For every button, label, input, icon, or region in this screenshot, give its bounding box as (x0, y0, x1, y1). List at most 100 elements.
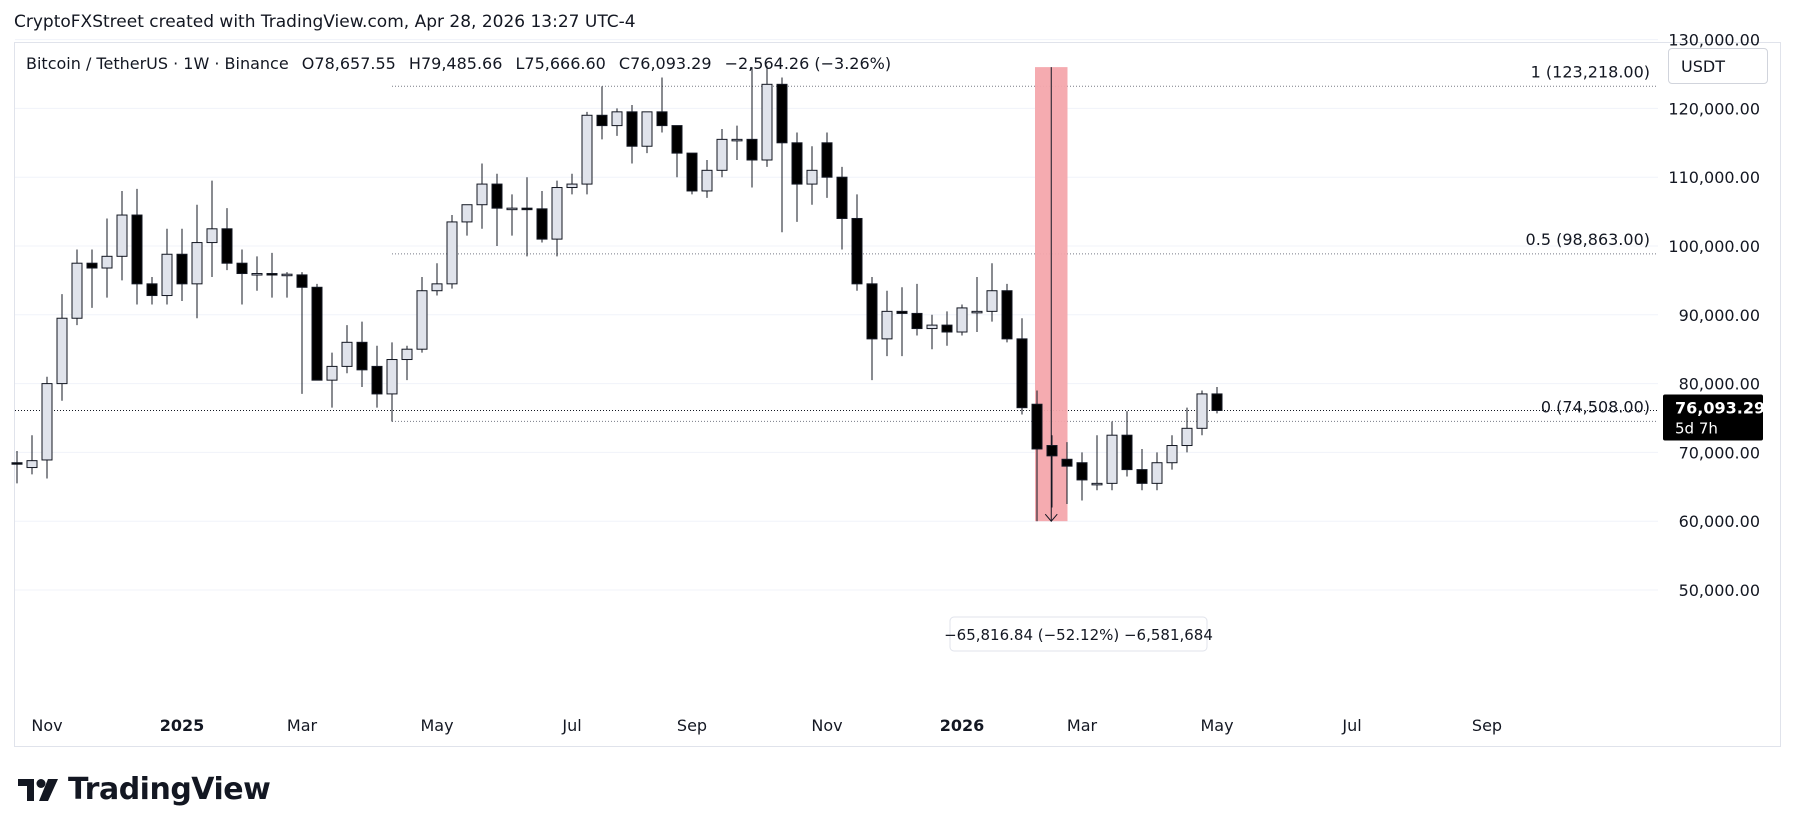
candle-body (296, 274, 308, 288)
candle-body (926, 324, 938, 330)
candle-body (566, 183, 578, 189)
candle-body (86, 262, 98, 269)
candle-body (686, 152, 698, 192)
candle-body (386, 359, 398, 395)
candle-body (716, 138, 728, 171)
candle-body (1046, 445, 1058, 457)
candle-body (836, 176, 848, 219)
currency-selector[interactable]: USDT (1668, 48, 1768, 84)
candle-body (1031, 403, 1043, 450)
candle-body (1151, 462, 1163, 484)
candle-body (116, 214, 128, 257)
y-axis-tick-label: 80,000.00 (1679, 375, 1760, 394)
candle-body (746, 138, 758, 161)
tradingview-logo-icon (18, 778, 58, 801)
candle-body (221, 228, 233, 264)
candle-body (596, 114, 608, 127)
candle-body (26, 460, 38, 469)
ohlc-legend: Bitcoin / TetherUS · 1W · Binance O78,65… (26, 54, 899, 73)
candle-body (401, 348, 413, 361)
candle-body (311, 286, 323, 381)
candle-body (281, 273, 293, 277)
y-axis-tick-label: 100,000.00 (1668, 237, 1760, 256)
candle-body (776, 83, 788, 144)
y-axis-tick-label: 90,000.00 (1679, 306, 1760, 325)
y-axis-tick-label: 70,000.00 (1679, 443, 1760, 462)
x-axis-tick-label: May (420, 716, 453, 735)
candle-body (341, 341, 353, 367)
y-axis-tick-label: 60,000.00 (1679, 512, 1760, 531)
price-tag (1663, 394, 1763, 441)
x-axis-tick-label: Jul (561, 716, 581, 735)
x-axis-tick-label: Sep (1472, 716, 1502, 735)
candle-body (41, 383, 53, 461)
legend-high: H79,485.66 (408, 54, 503, 73)
candle-body (971, 310, 983, 314)
candle-body (656, 111, 668, 127)
candle-body (851, 217, 863, 285)
candle-body (236, 262, 248, 275)
candle-body (431, 283, 443, 292)
tradingview-logo[interactable]: TradingView (18, 772, 271, 807)
measure-label: −65,816.84 (−52.12%) −6,581,684 (944, 626, 1213, 644)
candle-body (941, 324, 953, 333)
candle-body (806, 169, 818, 185)
chart-credit: CryptoFXStreet created with TradingView.… (14, 12, 636, 32)
candle-body (56, 317, 68, 385)
candle-body (266, 273, 278, 276)
candle-body (611, 111, 623, 127)
measure-arrow-head (1044, 513, 1058, 522)
candle-body (191, 242, 203, 285)
candle-body (1211, 393, 1223, 411)
candle-body (791, 142, 803, 185)
candle-body (251, 273, 263, 276)
candle-body (821, 142, 833, 178)
candle-body (1061, 458, 1073, 467)
fib-level-label: 1 (123,218.00) (1531, 62, 1650, 81)
candle-body (176, 253, 188, 285)
fib-level-label: 0 (74,508.00) (1541, 397, 1650, 416)
measure-label-box (949, 616, 1208, 652)
candle-body (641, 111, 653, 147)
candle-body (866, 283, 878, 340)
candle-body (881, 310, 893, 340)
legend-change: −2,564.26 (−3.26%) (724, 54, 892, 73)
candle-body (1016, 338, 1028, 409)
candle-body (536, 208, 548, 240)
candle-body (1076, 462, 1088, 481)
candle-body (146, 283, 158, 297)
candle-body (476, 183, 488, 206)
candle-body (1091, 482, 1103, 486)
y-axis-tick-label: 50,000.00 (1679, 581, 1760, 600)
candle-body (491, 183, 503, 209)
x-axis-tick-label: 2026 (940, 716, 985, 735)
candle-body (371, 365, 383, 395)
candle-body (896, 310, 908, 314)
y-axis-tick-label: 120,000.00 (1668, 99, 1760, 118)
candle-body (1136, 469, 1148, 484)
candle-body (356, 341, 368, 371)
candle-body (71, 262, 83, 319)
candle-body (986, 290, 998, 312)
candle-body (1001, 290, 1013, 340)
candle-body (1121, 434, 1133, 471)
candle-body (701, 169, 713, 192)
candle-body (1166, 445, 1178, 464)
x-axis-tick-label: 2025 (160, 716, 205, 735)
chart-area[interactable] (14, 42, 1781, 747)
brand-name: TradingView (68, 772, 271, 807)
candle-body (911, 312, 923, 330)
candle-body (416, 290, 428, 350)
y-axis-tick-label: 110,000.00 (1668, 168, 1760, 187)
candle-body (1181, 427, 1193, 447)
candle-body (671, 125, 683, 154)
symbol-title[interactable]: Bitcoin / TetherUS · 1W · Binance (26, 54, 289, 73)
legend-close: C76,093.29 (618, 54, 712, 73)
candle-body (1106, 434, 1118, 484)
legend-open: O78,657.55 (301, 54, 396, 73)
x-axis-tick-label: Jul (1341, 716, 1361, 735)
candle-body (506, 207, 518, 211)
candle-body (11, 462, 23, 465)
candle-body (731, 138, 743, 142)
